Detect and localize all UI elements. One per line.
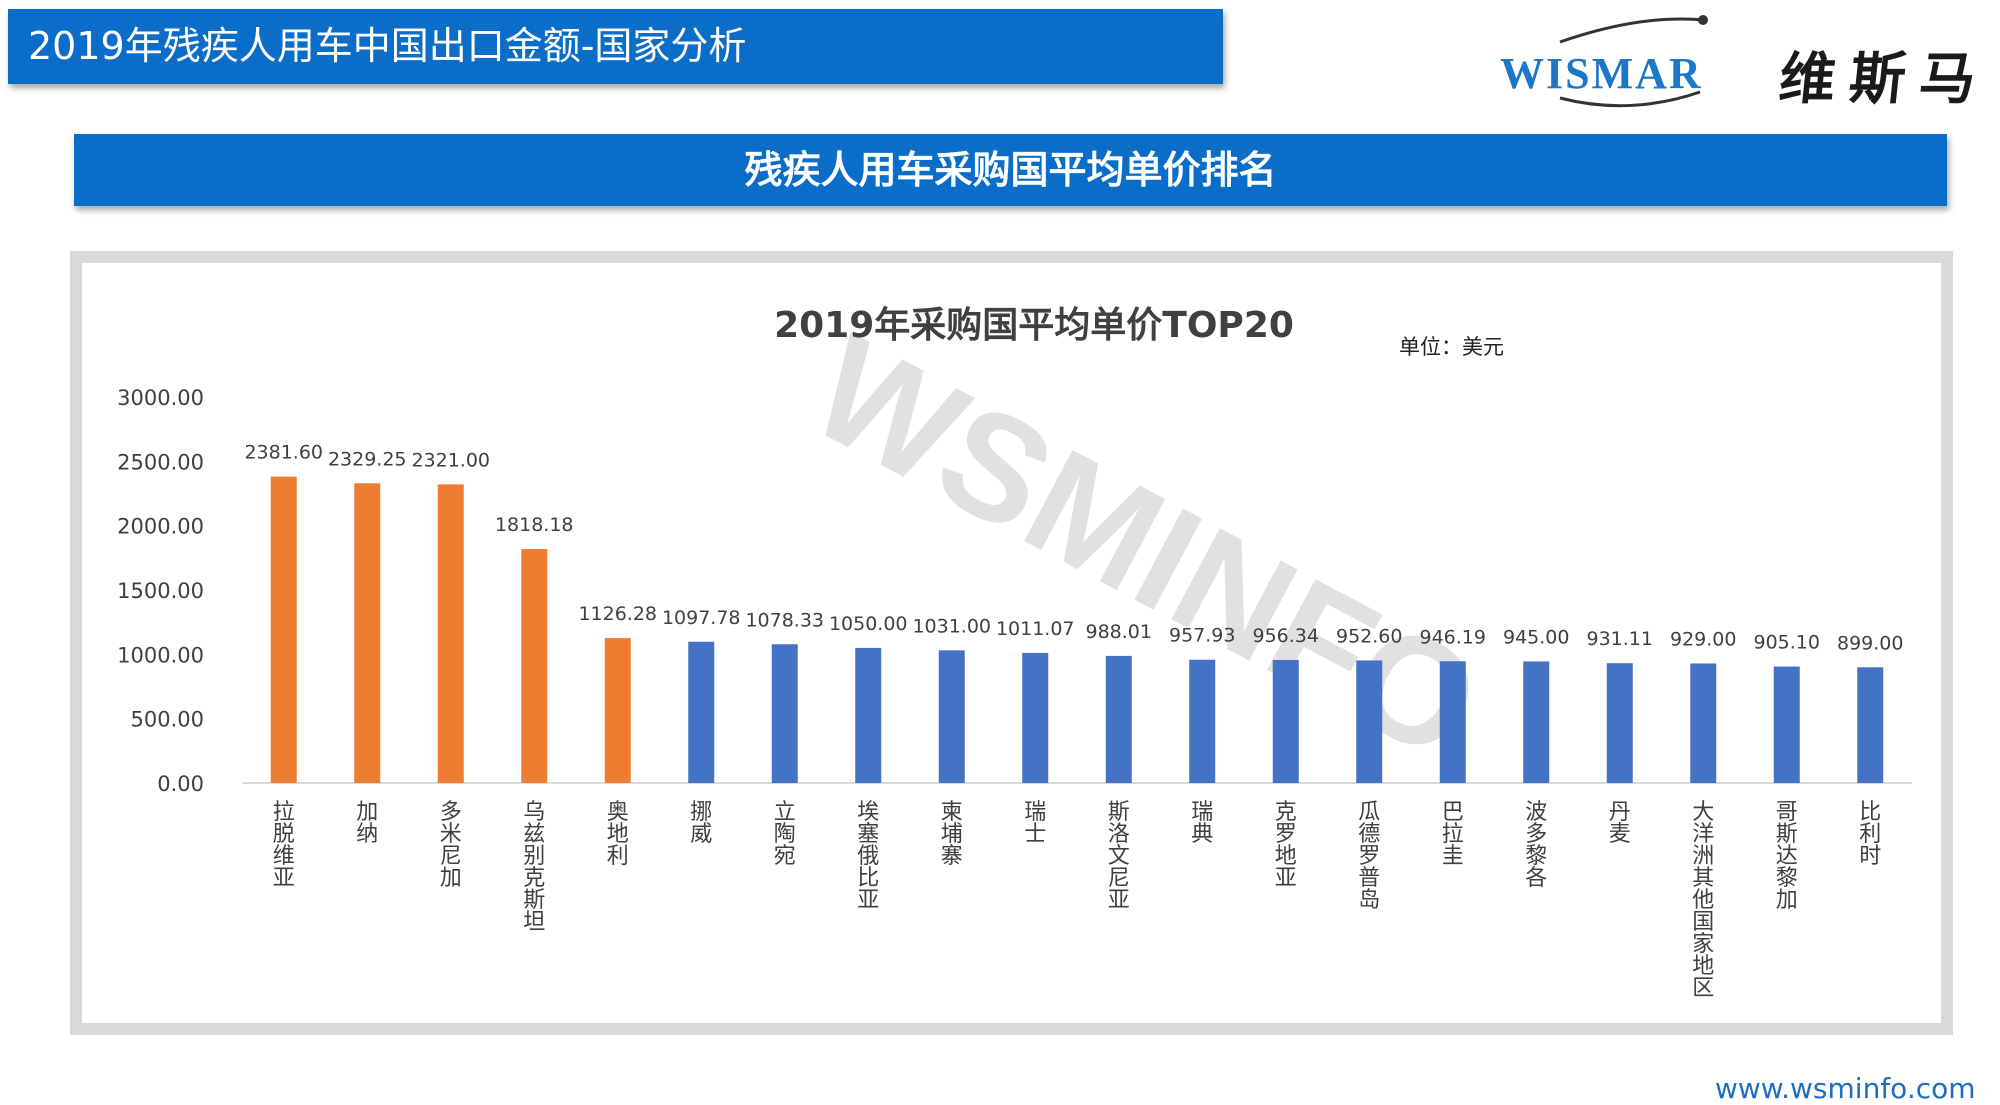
- bar-value-label: 905.10: [1754, 632, 1820, 654]
- x-tick-label: 瓜德罗普岛: [1358, 800, 1380, 913]
- x-tick-label: 乌兹别克斯坦: [523, 800, 545, 935]
- bar-value-label: 988.01: [1086, 621, 1152, 643]
- bar: [688, 641, 715, 783]
- bar-value-label: 1031.00: [912, 615, 991, 637]
- header-bar: 2019年残疾人用车中国出口金额-国家分析: [8, 9, 1223, 84]
- y-tick-label: 3000.00: [117, 386, 204, 410]
- x-tick-label: 斯洛文尼亚: [1108, 800, 1130, 913]
- bar: [1105, 655, 1132, 783]
- x-tick-label: 瑞典: [1191, 800, 1213, 847]
- y-tick-label: 0.00: [157, 772, 204, 796]
- unit-label: 单位：美元: [1399, 335, 1504, 359]
- footer-url[interactable]: www.wsminfo.com: [1715, 1072, 1976, 1105]
- section-bar: 残疾人用车采购国平均单价排名: [74, 134, 1947, 206]
- y-tick-label: 2000.00: [117, 515, 204, 539]
- x-tick-label: 加纳: [356, 800, 378, 847]
- x-tick-label: 柬埔寨: [941, 800, 963, 869]
- bar-value-label: 931.11: [1587, 628, 1653, 650]
- bar-value-label: 929.00: [1670, 628, 1736, 650]
- x-tick-label: 多米尼加: [440, 800, 462, 891]
- bar-value-label: 2321.00: [411, 449, 490, 471]
- x-tick-label: 挪威: [690, 800, 712, 847]
- logo-text-en: WISMAR: [1500, 49, 1703, 98]
- x-tick-label: 波多黎各: [1525, 800, 1547, 891]
- bar-value-label: 952.60: [1336, 625, 1402, 647]
- x-tick-label: 克罗地亚: [1275, 800, 1297, 891]
- x-tick-label: 巴拉圭: [1442, 800, 1464, 869]
- bar: [1857, 667, 1884, 783]
- bar: [604, 638, 631, 783]
- x-tick-label: 立陶宛: [774, 800, 796, 869]
- bar: [938, 650, 965, 783]
- bar: [1272, 659, 1299, 783]
- page-title: 2019年残疾人用车中国出口金额-国家分析: [28, 24, 747, 68]
- x-tick-label: 大洋洲其他国家地区: [1692, 800, 1714, 1001]
- bar: [855, 647, 882, 783]
- section-title: 残疾人用车采购国平均单价排名: [744, 148, 1277, 192]
- bar: [270, 476, 297, 783]
- y-tick-label: 500.00: [131, 708, 204, 732]
- x-tick-label: 拉脱维亚: [273, 800, 295, 891]
- bar: [354, 483, 381, 783]
- logo-text-cn: 维斯马: [1776, 46, 1993, 112]
- bar-value-label: 945.00: [1503, 626, 1569, 648]
- bar-value-label: 956.34: [1253, 625, 1319, 647]
- bar-value-label: 899.00: [1837, 632, 1903, 654]
- x-tick-label: 埃塞俄比亚: [857, 800, 879, 913]
- bar: [1523, 661, 1550, 783]
- bar: [771, 644, 798, 783]
- wismar-logo: WISMAR 维斯马: [1490, 12, 1993, 112]
- bar-value-label: 2381.60: [244, 442, 323, 464]
- x-tick-label: 丹麦: [1609, 800, 1631, 847]
- x-tick-label: 哥斯达黎加: [1776, 800, 1798, 913]
- chart-frame: WSMINFO 2019年采购国平均单价TOP20 单位：美元 0.00 500.…: [70, 251, 1953, 1035]
- bar-chart: WSMINFO 2019年采购国平均单价TOP20 单位：美元 0.00 500.…: [117, 303, 1912, 1001]
- x-tick-label: 比利时: [1859, 800, 1881, 869]
- bar-value-label: 1818.18: [495, 514, 574, 536]
- y-tick-label: 2500.00: [117, 450, 204, 474]
- bar: [1439, 661, 1466, 783]
- y-tick-label: 1000.00: [117, 643, 204, 667]
- bar-value-label: 1011.07: [996, 618, 1075, 640]
- logo-swoosh-icon: [1559, 15, 1708, 108]
- bar-value-label: 2329.25: [328, 448, 407, 470]
- bar-value-label: 946.19: [1420, 626, 1486, 648]
- bar: [521, 549, 548, 783]
- bar-value-label: 1126.28: [578, 603, 657, 625]
- bar: [1773, 666, 1800, 783]
- chart-title: 2019年采购国平均单价TOP20: [774, 305, 1294, 346]
- bar: [1022, 652, 1049, 783]
- bar: [1690, 663, 1717, 783]
- bar: [1356, 660, 1383, 783]
- y-tick-label: 1500.00: [117, 579, 204, 603]
- x-tick-label: 奥地利: [607, 800, 629, 869]
- bar: [1606, 663, 1633, 783]
- bar-value-label: 1078.33: [745, 609, 824, 631]
- bar: [1189, 659, 1216, 783]
- watermark: WSMINFO: [787, 303, 1506, 792]
- bar: [437, 484, 464, 783]
- bar-value-label: 1050.00: [829, 613, 908, 635]
- bar-value-label: 1097.78: [662, 607, 741, 629]
- bar-value-label: 957.93: [1169, 625, 1235, 647]
- x-tick-label: 瑞士: [1024, 800, 1046, 847]
